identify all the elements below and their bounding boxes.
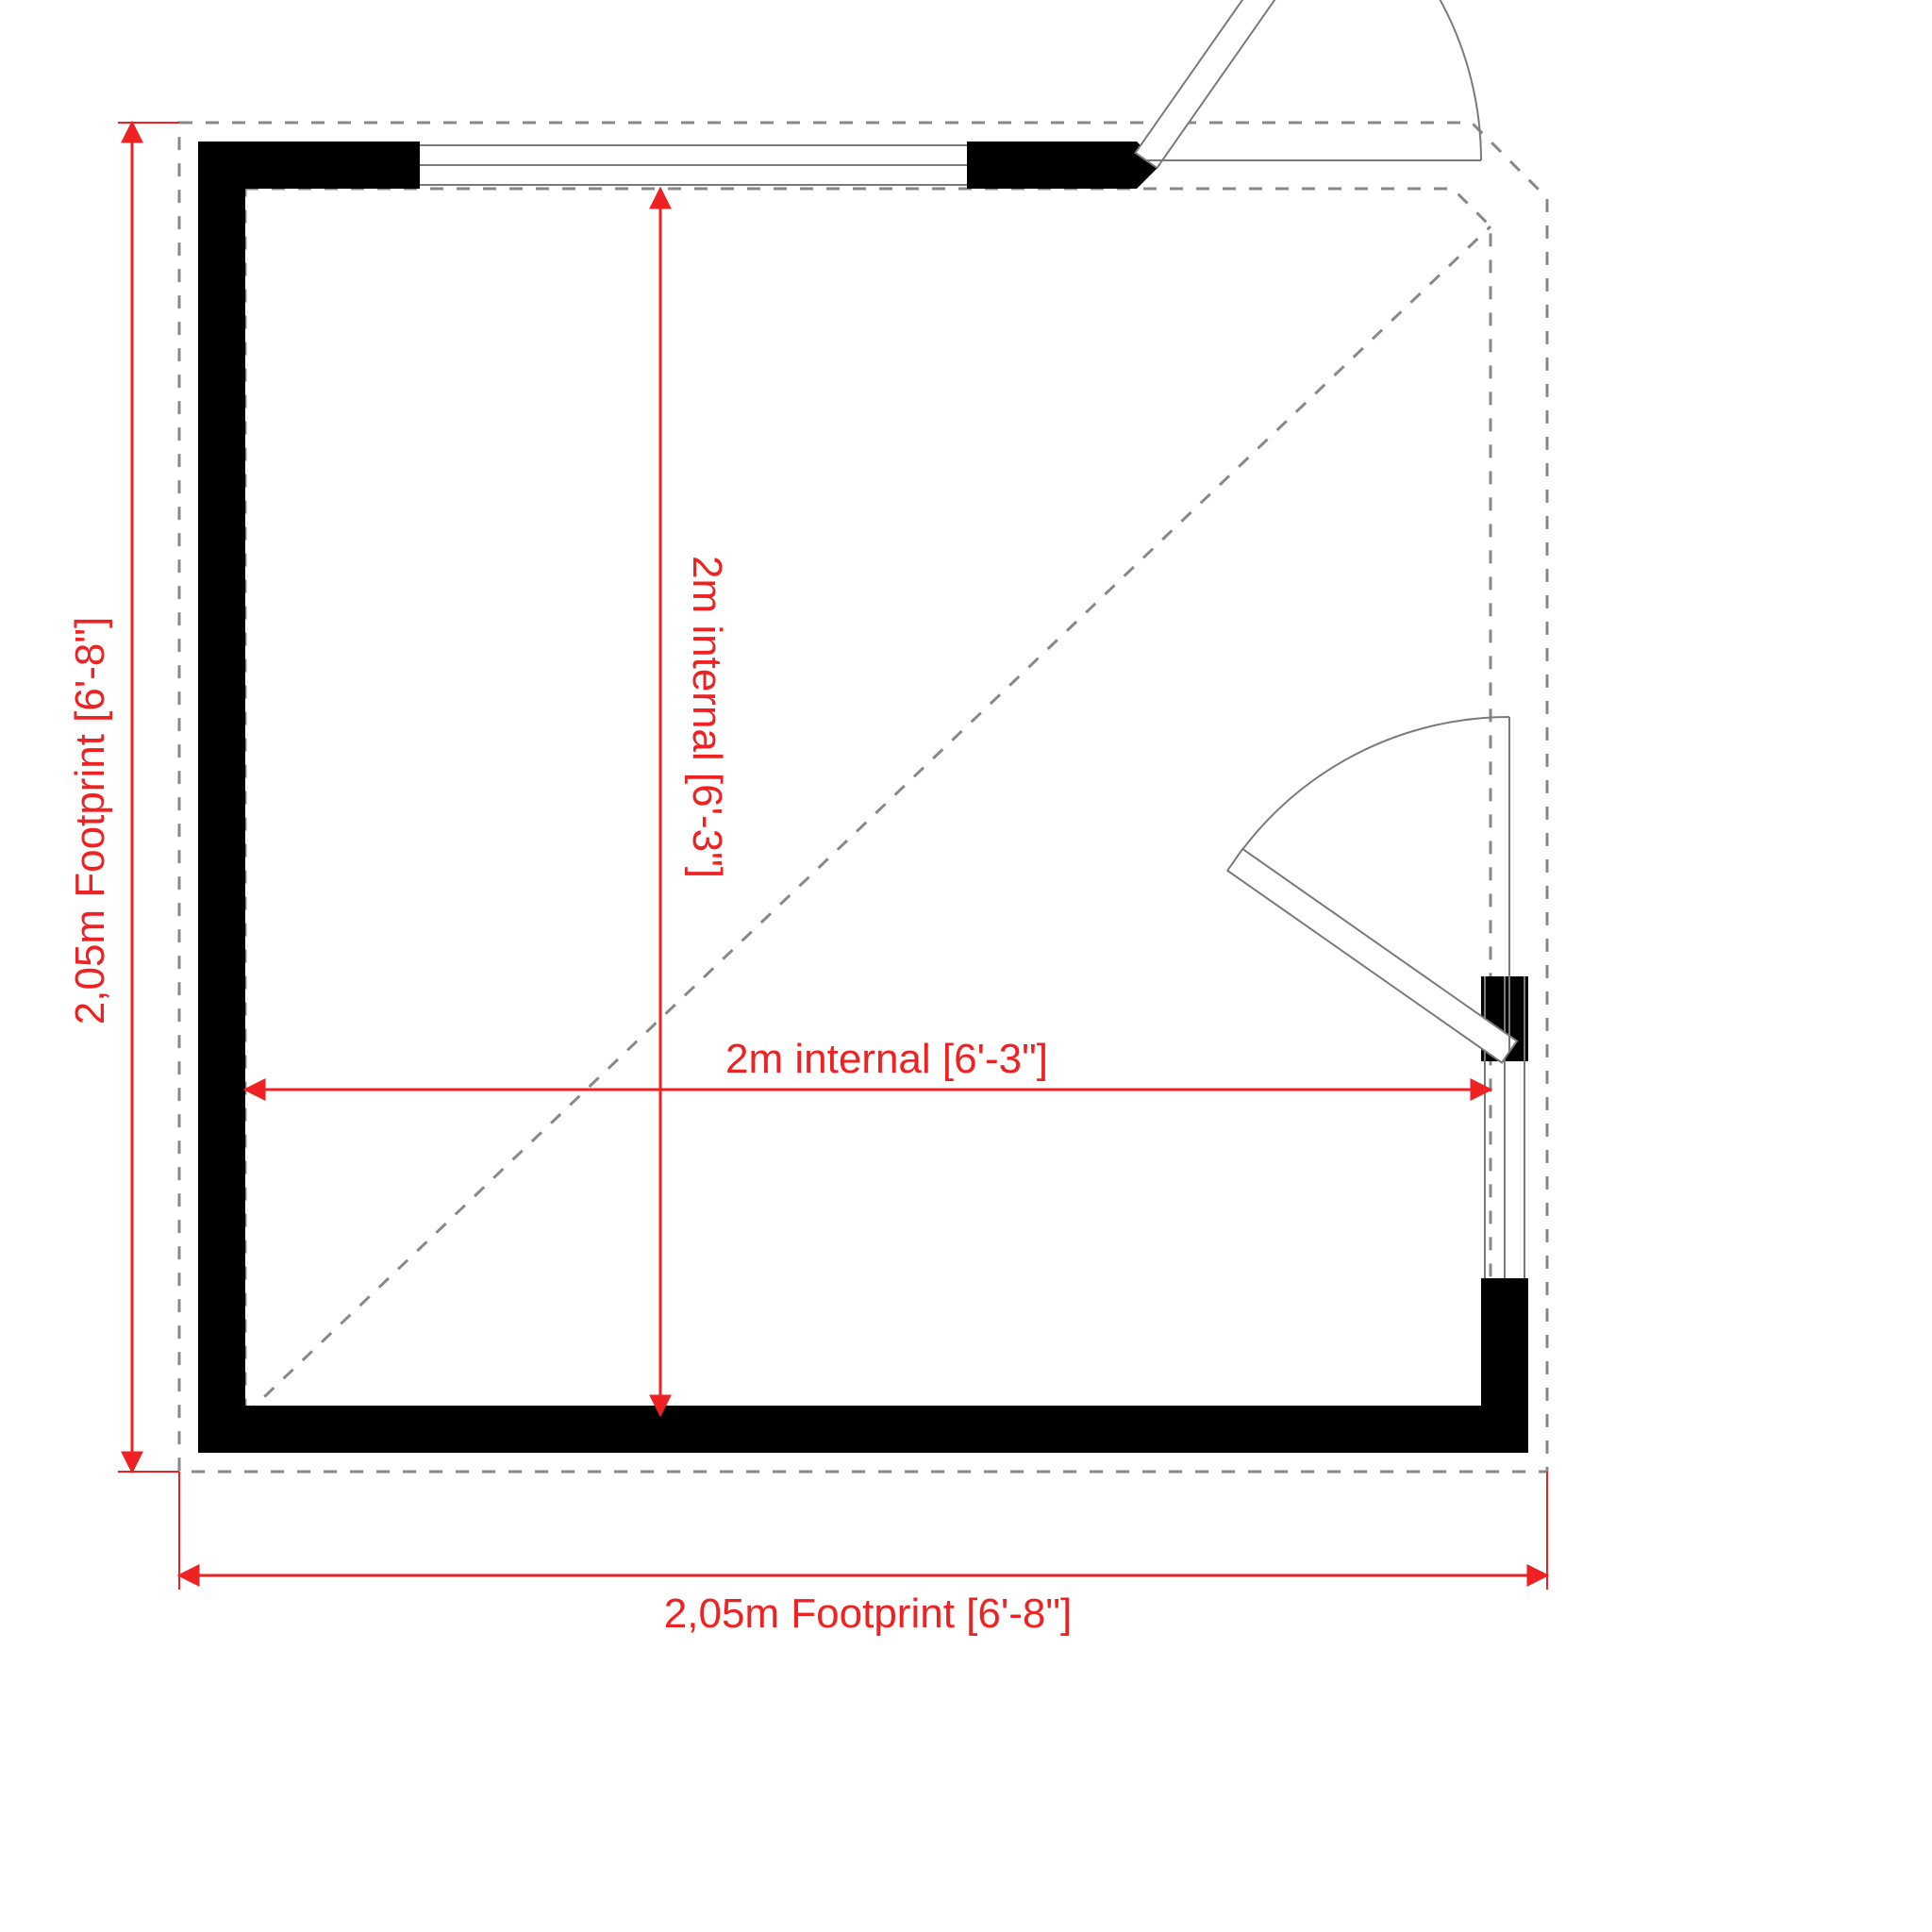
top-window	[420, 145, 967, 185]
door-top	[1136, 0, 1481, 168]
footprint-horizontal-label: 2,05m Footprint [6'-8"]	[664, 1591, 1072, 1637]
door-right	[1227, 717, 1517, 1062]
internal-vertical-label: 2m internal [6'-3"]	[684, 556, 730, 878]
diagonal-dashed	[245, 226, 1491, 1415]
footprint-dashed-outline	[179, 123, 1547, 1472]
dimension-lines	[118, 123, 1547, 1590]
internal-horizontal-label: 2m internal [6'-3"]	[725, 1036, 1048, 1082]
walls	[198, 142, 1528, 1453]
footprint-vertical-label: 2,05m Footprint [6'-8"]	[67, 617, 113, 1024]
